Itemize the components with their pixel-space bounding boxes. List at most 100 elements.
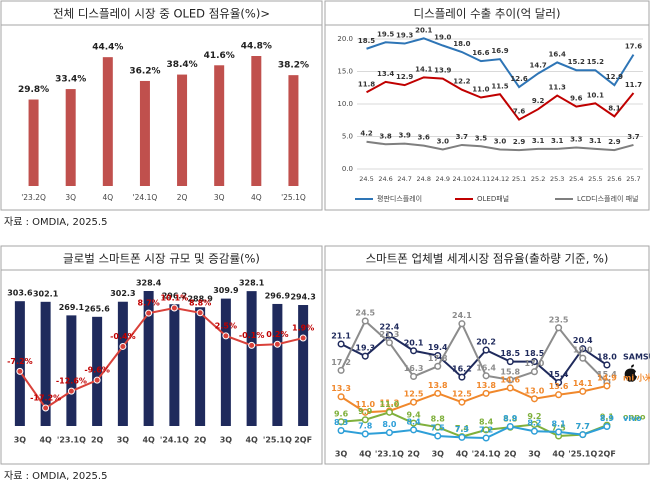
value-label: 8.8% xyxy=(189,298,211,307)
value-label: 7.5 xyxy=(551,423,566,432)
legend-label: SAMSUNG xyxy=(623,352,650,361)
value-label: 269.1 xyxy=(59,303,85,312)
point xyxy=(482,389,490,397)
point xyxy=(93,376,101,384)
value-label: 2.5% xyxy=(215,321,237,330)
value-label: 19.3 xyxy=(355,344,375,353)
value-label: 16.4 xyxy=(549,50,566,58)
apple-logo xyxy=(624,364,637,382)
point xyxy=(16,367,24,375)
value-label: 9.1 xyxy=(600,413,615,422)
x-tick-label: '25.1Q xyxy=(568,450,597,459)
point xyxy=(579,354,587,362)
point xyxy=(119,342,127,350)
bar xyxy=(40,301,51,426)
value-label: 8.7% xyxy=(138,299,160,308)
x-tick-label: 3Q xyxy=(432,450,445,459)
x-tick-label: 2Q xyxy=(177,193,188,202)
series-line xyxy=(340,411,608,438)
value-label: 16.2 xyxy=(452,365,472,374)
value-label: 0.2% xyxy=(266,330,288,339)
point xyxy=(603,422,611,431)
value-label: 1.9% xyxy=(292,324,314,333)
value-label: 11.0 xyxy=(355,400,375,409)
value-label: 19.3 xyxy=(396,32,413,40)
value-label: 11.8 xyxy=(358,80,375,88)
x-tick-label: 25.2 xyxy=(531,175,545,183)
value-label: 19.0 xyxy=(434,34,451,42)
value-label: 17.8 xyxy=(428,354,448,363)
value-label: 8.9 xyxy=(600,414,615,423)
value-label: 14.1 xyxy=(573,379,593,388)
series-line xyxy=(366,37,635,89)
value-label: 9.4 xyxy=(406,411,421,420)
value-label: 18.5 xyxy=(358,37,375,45)
value-label: 20.1 xyxy=(415,26,432,34)
x-tick-label: '23.1Q xyxy=(57,436,86,445)
bar xyxy=(65,89,76,186)
value-label: 7.7 xyxy=(576,422,590,431)
value-label: 19.0 xyxy=(573,346,593,355)
chart-title: 스마트폰 업체별 세계시장 점유율(출하량 기준, %) xyxy=(366,252,609,266)
x-tick-label: '25.1Q xyxy=(263,436,292,445)
point xyxy=(337,418,345,426)
point xyxy=(361,408,369,416)
value-label: 14.9 xyxy=(597,373,617,382)
x-tick-label: 24.12 xyxy=(491,175,510,183)
value-label: 3.7 xyxy=(627,133,640,141)
x-tick-label: 2Q xyxy=(91,436,104,445)
chart-title: 전체 디스플레이 시장 중 OLED 점유율(%)> xyxy=(53,7,270,21)
x-tick-label: 3Q xyxy=(65,193,76,202)
value-label: 17.2 xyxy=(331,358,351,367)
value-label: 8.0 xyxy=(382,420,397,429)
bar xyxy=(102,57,113,187)
point xyxy=(145,309,153,317)
value-label: 8.1 xyxy=(608,104,621,112)
value-label: 294.3 xyxy=(290,293,315,302)
point xyxy=(299,334,307,342)
value-label: -12.6% xyxy=(56,377,87,386)
point xyxy=(67,387,75,395)
x-tick-label: 2Q xyxy=(504,450,517,459)
y-tick-label: 5.0 xyxy=(342,133,353,141)
bar xyxy=(251,56,262,186)
x-tick-label: 3Q xyxy=(335,450,348,459)
point xyxy=(434,423,442,431)
x-tick-label: '23.2Q xyxy=(21,193,46,202)
value-label: 36.2% xyxy=(129,66,160,76)
value-label: 38.4% xyxy=(166,60,197,70)
value-label: 13.9 xyxy=(434,67,451,75)
point xyxy=(361,317,369,325)
value-label: 13.4 xyxy=(377,70,394,78)
value-label: 2.9 xyxy=(513,138,526,146)
bar xyxy=(14,301,25,426)
x-tick-label: 25.4 xyxy=(569,175,583,183)
value-label: 3.6 xyxy=(418,134,431,142)
value-label: 16.4 xyxy=(476,363,496,372)
value-label: 11.2 xyxy=(380,398,400,407)
value-label: 9.9 xyxy=(358,407,373,416)
value-label: 302.3 xyxy=(110,289,135,298)
y-tick-label: 20.0 xyxy=(337,35,353,43)
value-label: 7.4 xyxy=(455,424,470,433)
x-tick-label: 25.7 xyxy=(626,175,640,183)
value-label: 2.9 xyxy=(608,138,621,146)
bar xyxy=(272,303,283,426)
x-tick-label: 24.9 xyxy=(436,175,450,183)
point xyxy=(555,324,563,332)
value-label: 12.9 xyxy=(396,73,413,81)
value-label: 11.5 xyxy=(491,82,508,90)
value-label: -17.2% xyxy=(30,394,61,403)
bar xyxy=(143,291,154,426)
value-label: 12.9 xyxy=(606,73,623,81)
value-label: -0.1% xyxy=(239,331,265,340)
value-label: 8.9 xyxy=(503,414,518,423)
point xyxy=(603,382,611,390)
value-label: 8.1 xyxy=(551,419,566,428)
value-label: 12.6 xyxy=(510,75,527,83)
value-label: 22.4 xyxy=(380,323,400,332)
value-label: 3.9 xyxy=(398,132,411,140)
value-label: 12.5 xyxy=(452,390,472,399)
point xyxy=(410,372,418,381)
point xyxy=(361,416,369,424)
